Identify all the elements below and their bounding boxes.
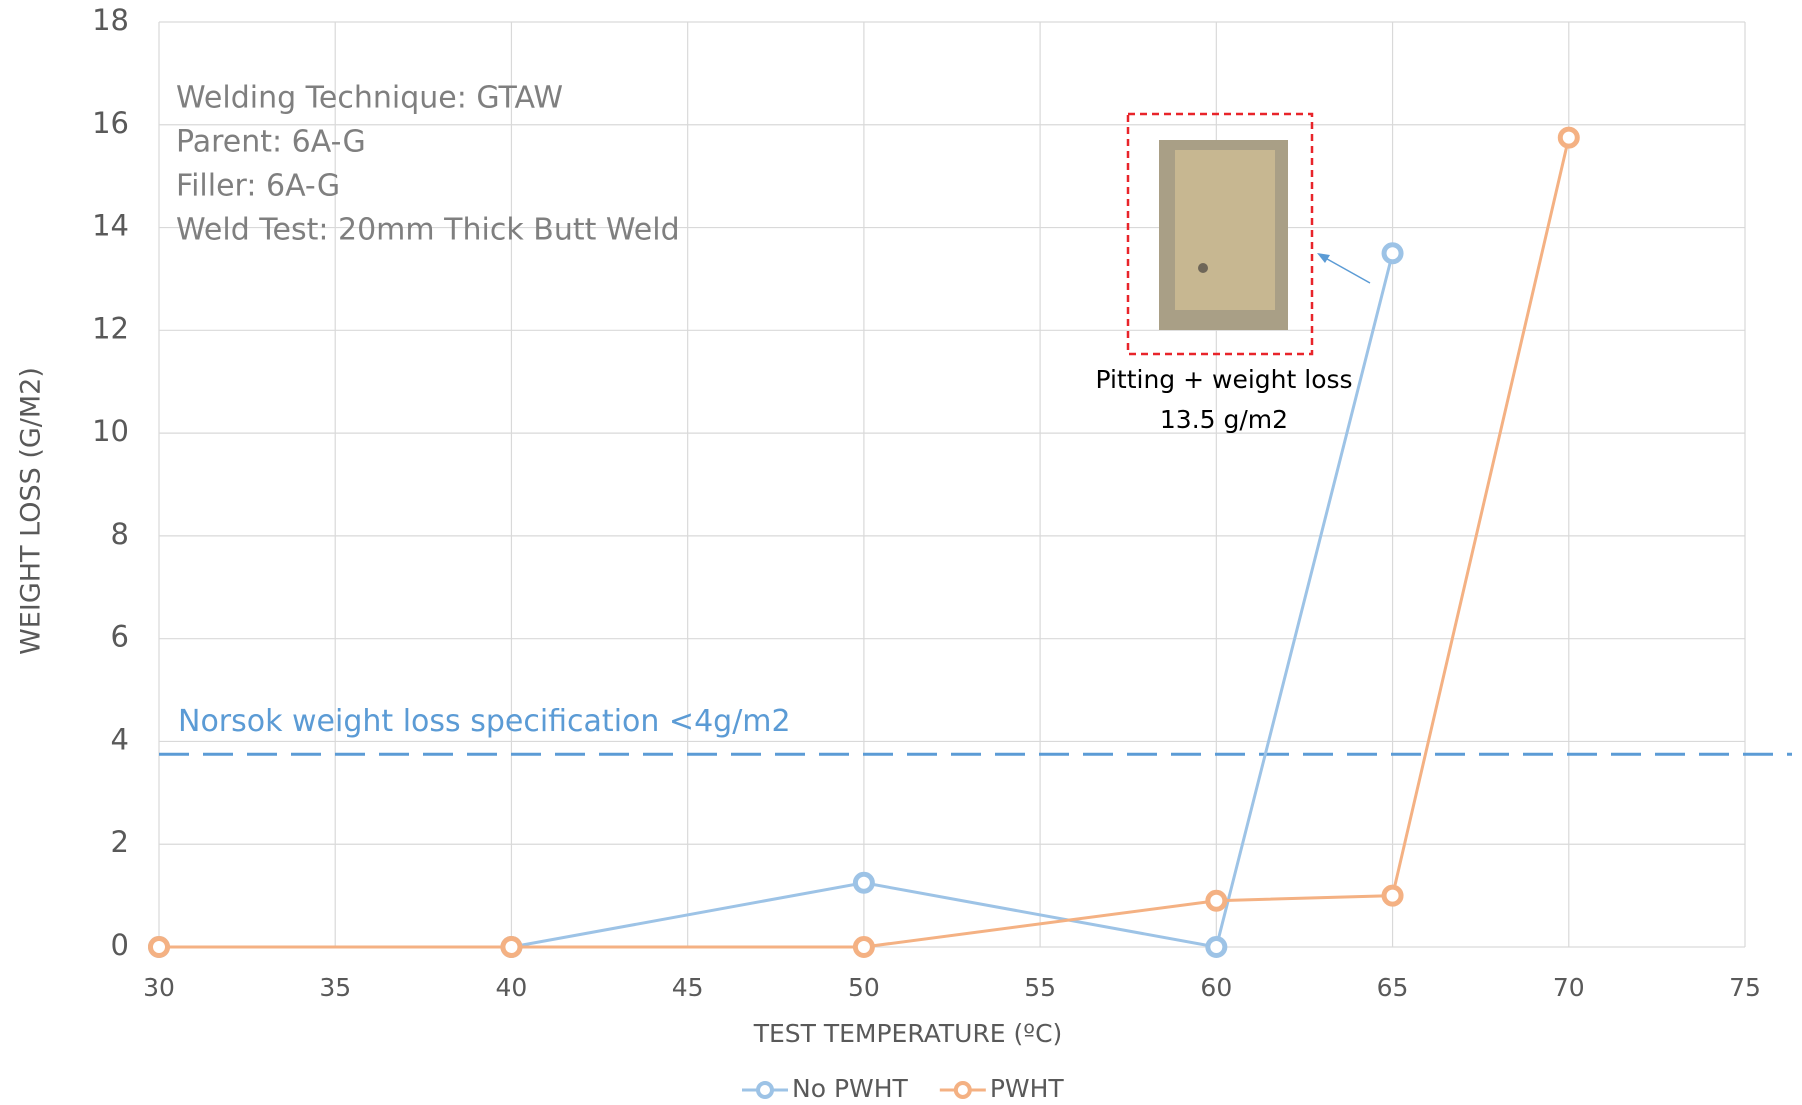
x-tick-label: 65 (1377, 973, 1409, 1002)
data-point (1205, 889, 1228, 912)
annotation-text: 13.5 g/m2 (1160, 405, 1288, 434)
y-tick-label: 2 (111, 825, 129, 859)
info-text: Filler: 6A-G (176, 169, 340, 204)
y-tick-label: 18 (92, 3, 129, 37)
x-tick-label: 30 (143, 973, 175, 1002)
x-tick-label: 60 (1200, 973, 1232, 1002)
x-tick-label: 45 (672, 973, 704, 1002)
x-tick-label: 50 (848, 973, 880, 1002)
series-line (159, 252, 1395, 949)
info-text: Parent: 6A-G (176, 125, 366, 160)
annotation-box (1126, 112, 1314, 356)
legend-marker (953, 1081, 972, 1099)
data-point (1381, 242, 1404, 265)
series-line (159, 137, 1571, 949)
data-point (500, 936, 523, 958)
y-tick-label: 14 (92, 209, 129, 243)
x-tick-label: 70 (1553, 973, 1585, 1002)
annotation-text: Pitting + weight loss (1095, 365, 1352, 394)
legend-label: PWHT (990, 1074, 1065, 1103)
data-point (852, 936, 875, 958)
y-tick-label: 8 (111, 517, 129, 551)
x-tick-label: 35 (319, 973, 351, 1002)
x-tick-label: 75 (1729, 973, 1761, 1002)
reference-label: Norsok weight loss specification <4g/m2 (178, 704, 791, 739)
x-axis-label: TEST TEMPERATURE (ºC) (753, 1019, 1063, 1048)
legend-label: No PWHT (792, 1074, 909, 1103)
x-tick-label: 40 (496, 973, 528, 1002)
info-text: Welding Technique: GTAW (176, 81, 563, 116)
grid (158, 21, 1746, 948)
specimen-face (1175, 150, 1275, 310)
data-point (852, 871, 875, 894)
y-tick-label: 10 (92, 414, 129, 448)
info-text: Weld Test: 20mm Thick Butt Weld (176, 213, 680, 248)
arrow-head (1317, 253, 1330, 263)
y-tick-label: 6 (111, 620, 129, 654)
y-tick-label: 16 (92, 106, 129, 140)
data-point (1381, 884, 1404, 907)
y-tick-label: 12 (92, 311, 129, 345)
y-axis-label: WEIGHT LOSS (G/M2) (16, 367, 47, 655)
y-tick-label: 0 (111, 928, 129, 962)
data-point (148, 936, 170, 958)
y-tick-label: 4 (111, 722, 129, 756)
pit (1198, 263, 1208, 273)
data-point (1205, 936, 1228, 958)
x-tick-label: 55 (1024, 973, 1056, 1002)
legend-marker (756, 1081, 774, 1099)
annotation-arrow (1319, 254, 1371, 284)
data-point (1557, 126, 1580, 149)
